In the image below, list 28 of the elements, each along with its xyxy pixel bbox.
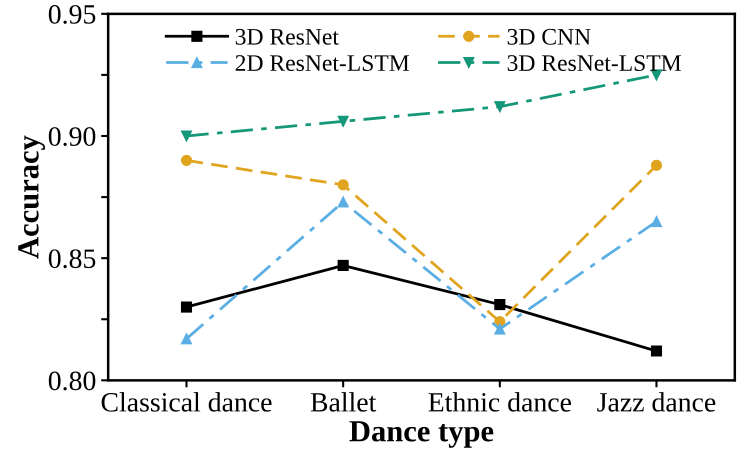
point — [180, 130, 192, 142]
point — [494, 299, 506, 310]
point — [494, 101, 506, 112]
point — [180, 154, 192, 166]
x-tick-label: Ethnic dance — [428, 392, 571, 412]
legend-label: 2D ResNet-LSTM — [236, 55, 410, 72]
point — [650, 345, 662, 357]
point — [338, 179, 349, 190]
y-axis-title: Accuracy — [18, 135, 45, 259]
legend-label: 3D ResNet-LSTM — [508, 55, 681, 72]
legend-label: 3D ResNet — [236, 28, 339, 45]
y-tick-label: 0.85 — [48, 249, 96, 268]
legend-label: 3D CNN — [508, 28, 591, 45]
point — [494, 323, 506, 335]
point — [338, 260, 349, 272]
x-axis-title: Dance type — [349, 421, 494, 448]
point — [180, 301, 192, 313]
y-tick-label: 0.95 — [48, 4, 96, 24]
y-tick-label: 0.90 — [48, 127, 96, 146]
point — [650, 216, 662, 228]
y-tick-label: 0.80 — [48, 371, 96, 390]
point — [650, 160, 662, 171]
point — [338, 196, 349, 208]
x-tick-label: Ballet — [310, 392, 376, 412]
point — [338, 116, 349, 127]
point — [180, 333, 192, 344]
x-tick-label: Jazz dance — [597, 392, 716, 412]
x-tick-label: Classical dance — [102, 392, 272, 412]
